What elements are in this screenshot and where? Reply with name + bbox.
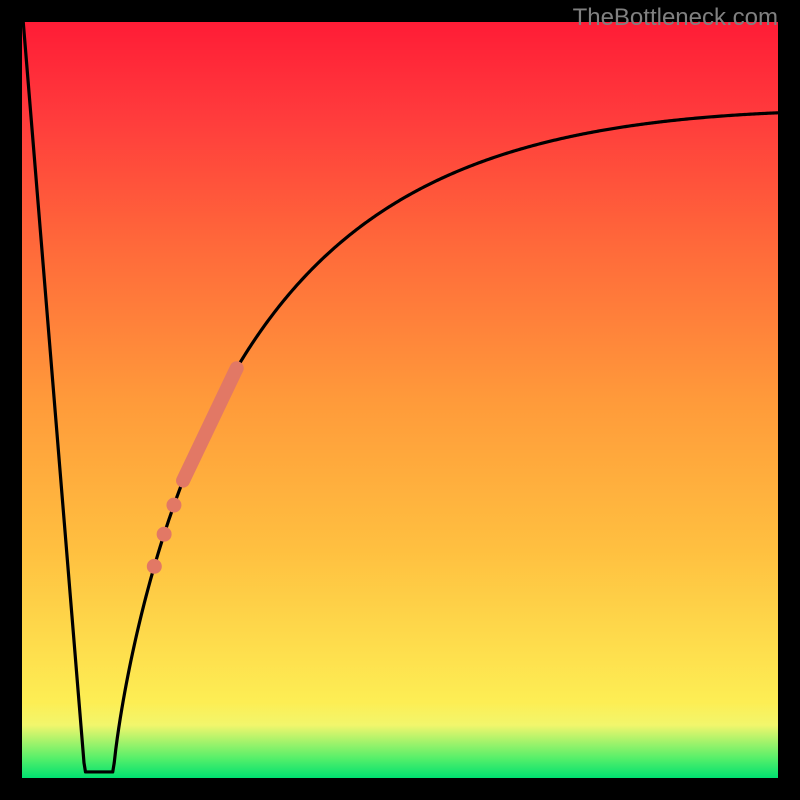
watermark-text: TheBottleneck.com bbox=[573, 4, 778, 32]
bottleneck-chart bbox=[0, 0, 800, 800]
chart-frame: TheBottleneck.com bbox=[0, 0, 800, 800]
highlight-dot bbox=[147, 559, 162, 574]
highlight-dot bbox=[166, 498, 181, 513]
plot-area bbox=[22, 7, 778, 778]
gradient-background bbox=[22, 22, 778, 778]
highlight-dot bbox=[157, 527, 172, 542]
